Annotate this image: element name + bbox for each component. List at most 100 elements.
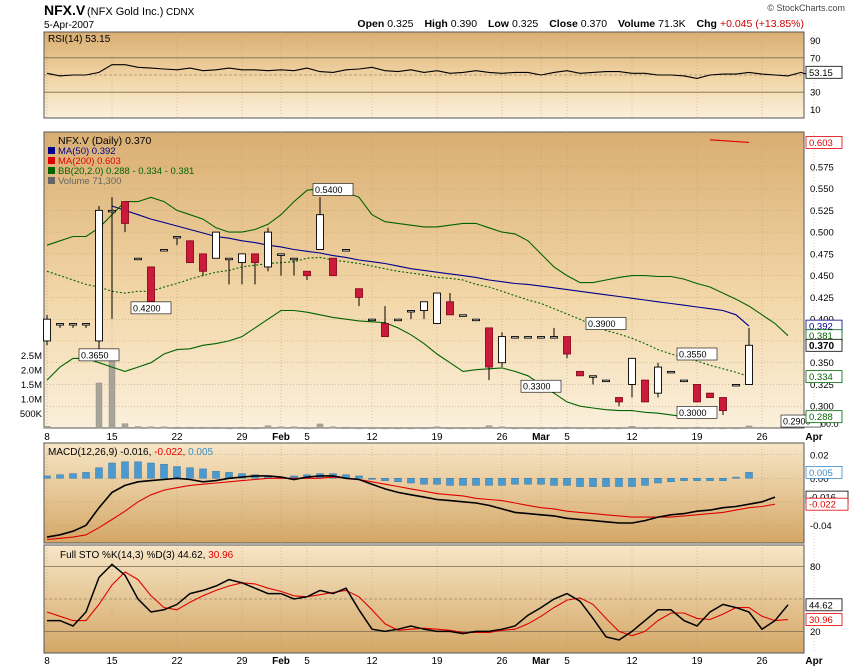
candle-body — [186, 240, 194, 264]
x-tick-label: Mar — [532, 656, 550, 667]
volume-bar — [524, 427, 532, 430]
volume-bar — [329, 426, 337, 429]
candle-body — [589, 375, 597, 378]
candle-body — [225, 257, 233, 261]
candle-body — [732, 384, 740, 387]
volume-bar — [680, 427, 688, 430]
price-panel — [43, 131, 805, 429]
candle-body — [264, 231, 272, 268]
candle-body — [342, 249, 350, 252]
price-annotation: 0.3300 — [523, 382, 551, 392]
price-tick-label: 0.300 — [810, 402, 834, 413]
price-tick-label: 0.550 — [810, 184, 834, 195]
volume-bar — [654, 426, 662, 429]
candle-body — [69, 323, 77, 326]
sto-tick-label: 80 — [810, 562, 821, 573]
candle-body — [641, 379, 649, 403]
value-tag-box — [805, 410, 843, 424]
x-tick-label: 26 — [756, 656, 768, 667]
value-tag-box — [805, 613, 843, 626]
price-annotation: 0.3650 — [81, 350, 109, 360]
sto-d-line — [46, 571, 789, 637]
volume-bar — [615, 427, 623, 430]
x-tick-label: Mar — [532, 432, 550, 443]
macd-histogram-bar — [485, 478, 493, 486]
price-tick-label: 0.325 — [810, 380, 834, 391]
macd-histogram-bar — [498, 478, 506, 486]
macd-histogram-bar — [459, 478, 467, 486]
volume-bar — [290, 426, 298, 429]
macd-histogram-bar — [667, 478, 675, 483]
volume-bar — [212, 426, 220, 429]
price-annotation-box — [130, 301, 172, 315]
x-tick-label: 26 — [756, 432, 768, 443]
candle-body — [550, 336, 558, 339]
macd-histogram-bar — [56, 474, 64, 479]
price-last-value: 0.370 — [809, 341, 834, 352]
price-last-value: 0.288 — [809, 412, 833, 423]
candle-body — [537, 336, 545, 339]
volume-bar — [251, 427, 259, 430]
exchange: CDNX — [166, 7, 195, 18]
candle-body — [524, 336, 532, 339]
x-tick-label: 5 — [564, 432, 570, 443]
volume-bar — [407, 427, 415, 430]
sto-last-value: 44.62 — [809, 600, 833, 611]
chart-header: NFX.V (NFX Gold Inc.) CDNX 5-Apr-2007 © … — [44, 2, 845, 31]
candle-body — [680, 379, 688, 383]
candle-body — [212, 231, 220, 259]
value-tag-box — [805, 370, 843, 384]
macd-histogram-bar — [524, 478, 532, 485]
volume-bar — [420, 427, 428, 430]
x-tick-label: 26 — [496, 432, 508, 443]
price-annotation-box — [520, 379, 562, 393]
volume-bar — [394, 427, 402, 430]
candle-body — [56, 323, 64, 326]
macd-tick-label: 0.00 — [810, 474, 829, 485]
candle-body — [485, 327, 493, 368]
volume-bar — [693, 426, 701, 429]
rsi-tick-label: 10 — [810, 105, 821, 116]
x-tick-label: Feb — [272, 656, 290, 667]
macd-histogram-bar — [732, 476, 740, 479]
candle-body — [511, 336, 519, 339]
candle-body — [355, 288, 363, 298]
macd-last-value: 0.005 — [809, 468, 833, 479]
price-last-value: 0.334 — [809, 372, 833, 383]
candle-body — [134, 257, 142, 261]
legend-swatch — [48, 167, 55, 174]
macd-panel — [43, 442, 805, 544]
candle-body — [628, 357, 636, 385]
x-tick-label: 8 — [44, 656, 50, 667]
volume-bar — [381, 427, 389, 430]
price-tick-label: 0.425 — [810, 293, 834, 304]
chart-labels: 9070503010RSI(14) 53.1553.152.5M2.0M1.5M… — [20, 34, 849, 667]
x-tick-label: 19 — [691, 656, 703, 667]
company-name: (NFX Gold Inc.) — [87, 6, 163, 18]
candle-body — [277, 253, 285, 256]
volume-bar — [186, 426, 194, 429]
candle-body — [446, 301, 454, 316]
volume-bar — [264, 425, 272, 429]
volume-last-value: 71300.0 — [806, 419, 839, 429]
macd-histogram-bar — [446, 478, 454, 486]
x-tick-label: 5 — [304, 656, 310, 667]
price-annotation-box — [676, 347, 718, 361]
x-tick-label: 19 — [691, 432, 703, 443]
sto-tick-label: 20 — [810, 627, 821, 638]
volume-bar — [173, 426, 181, 429]
macd-histogram-bar — [589, 478, 597, 487]
price-annotation-box — [676, 406, 718, 419]
price-overlay-line — [46, 188, 789, 337]
macd-histogram-bar — [693, 478, 701, 481]
macd-histogram-bar — [745, 472, 753, 479]
price-annotation-box — [78, 348, 120, 362]
candle-body — [576, 370, 584, 377]
volume-bar — [225, 427, 233, 430]
volume-tick-label: 2.0M — [21, 365, 42, 376]
candle-body — [602, 379, 610, 383]
rsi-line — [46, 64, 841, 79]
volume-bar — [121, 423, 129, 429]
value-tag-box — [805, 497, 849, 511]
x-tick-label: Apr — [805, 656, 822, 667]
